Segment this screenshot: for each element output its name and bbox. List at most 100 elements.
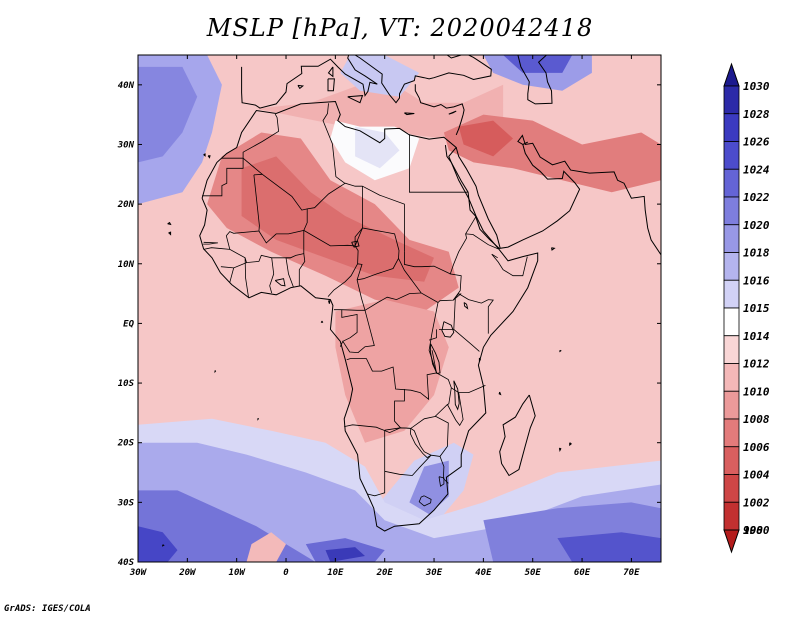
country-border [362, 185, 405, 252]
colorbar-swatch [723, 196, 740, 226]
coastline-caspian [517, 55, 553, 105]
lake-outline [274, 278, 286, 287]
country-border [384, 427, 432, 459]
pressure-region-southern-low-cell [246, 532, 286, 562]
island-outline [498, 391, 502, 396]
pressure-region-mediterranean-low-pressure [256, 84, 504, 139]
country-border [242, 157, 363, 211]
colorbar-label: 1026 [743, 136, 770, 149]
island-outline [558, 447, 562, 453]
country-border [398, 216, 477, 303]
country-border [394, 350, 452, 429]
lake-outline [351, 240, 360, 248]
lake-outline [453, 380, 460, 411]
country-border [220, 266, 234, 269]
country-border [453, 293, 462, 330]
colorbar-label: 1028 [743, 108, 770, 121]
coastlines-and-borders [162, 55, 661, 547]
colorbar-swatch [723, 390, 740, 420]
island-outline [551, 247, 556, 251]
pressure-region-caucasus-high-core [503, 55, 573, 73]
island-outline [328, 300, 331, 304]
country-border [333, 263, 366, 311]
lon-label: 0 [283, 568, 289, 578]
colorbar-label: 1012 [743, 358, 770, 371]
country-border [341, 309, 358, 342]
country-border [408, 134, 469, 193]
country-border [367, 430, 386, 497]
island-outline [569, 442, 573, 447]
colorbar-label: 1024 [743, 163, 770, 176]
country-border [327, 245, 359, 297]
colorbar-swatch [723, 141, 740, 170]
island-outline [214, 370, 217, 374]
country-border [322, 103, 345, 184]
lon-label: 40E [475, 568, 492, 578]
madagascar-coastline [499, 394, 536, 477]
pressure-region-sahara-low-core [241, 156, 434, 282]
country-border [403, 251, 451, 275]
map-title: MSLP [hPa], VT: 2020042418 [206, 14, 594, 42]
island-outline [559, 349, 562, 353]
colorbar-label: 1008 [743, 413, 770, 426]
lake-outline [430, 343, 441, 375]
island-outline [448, 110, 457, 115]
colorbar-swatch [723, 252, 740, 281]
island-outline [167, 221, 172, 226]
pressure-region-middle-east-low-core [458, 120, 513, 157]
country-border [428, 329, 437, 341]
island-outline [347, 95, 364, 104]
colorbar-label: 1016 [743, 274, 770, 287]
lon-label: 10E [327, 568, 344, 578]
colorbar-label: 1014 [743, 330, 770, 343]
country-border [202, 158, 244, 197]
colorbar: 1030 1028 1026 1024 1022 1020 1018 1016 1015 1014… [723, 62, 770, 554]
country-border [439, 328, 480, 352]
pressure-region-north-atlantic-high-core [138, 66, 198, 163]
pressure-region-south-atlantic-high-center [138, 526, 178, 562]
country-border [491, 253, 498, 259]
colorbar-swatch [723, 418, 740, 448]
coastline-red-sea-west [444, 145, 501, 250]
colorbar-swatch [723, 474, 740, 503]
island-outline [327, 78, 335, 92]
lon-label: 30W [129, 568, 148, 578]
colorbar-swatch [723, 307, 740, 337]
lat-label: 10N [118, 260, 135, 270]
colorbar-label: 1010 [743, 385, 770, 398]
island-outline [478, 357, 481, 362]
colorbar-swatch-bottom [723, 529, 740, 554]
pressure-region-aegean-high [340, 55, 420, 97]
colorbar-label: 1018 [743, 247, 770, 260]
africa-coastline [199, 100, 539, 532]
lon-label: 20W [178, 568, 197, 578]
island-outline [207, 155, 211, 159]
country-border [225, 230, 305, 264]
lon-label: 10W [229, 568, 247, 578]
country-border [298, 253, 306, 286]
country-border [447, 392, 464, 427]
lon-label: 60E [574, 568, 591, 578]
colorbar-swatch [723, 501, 740, 531]
lake-outline [463, 302, 469, 310]
island-outline [203, 153, 206, 157]
island-outline [168, 231, 172, 236]
island-outline [327, 66, 334, 78]
country-border [410, 416, 449, 457]
colorbar-swatch [723, 279, 740, 309]
country-border [203, 247, 230, 250]
country-border [253, 173, 263, 176]
lon-label: 20E [376, 568, 394, 578]
colorbar-swatch-top [723, 62, 740, 87]
pressure-field [138, 55, 661, 562]
colorbar-swatch [723, 168, 740, 198]
country-border [269, 257, 275, 294]
pressure-region-indian-ocean-high-core [557, 532, 661, 562]
pressure-region-libya-ridge-core [355, 126, 400, 169]
lat-label: EQ [123, 319, 134, 329]
colorbar-swatch [723, 224, 740, 253]
country-border [258, 208, 308, 244]
coastline-persian-gulf-north [522, 141, 529, 145]
